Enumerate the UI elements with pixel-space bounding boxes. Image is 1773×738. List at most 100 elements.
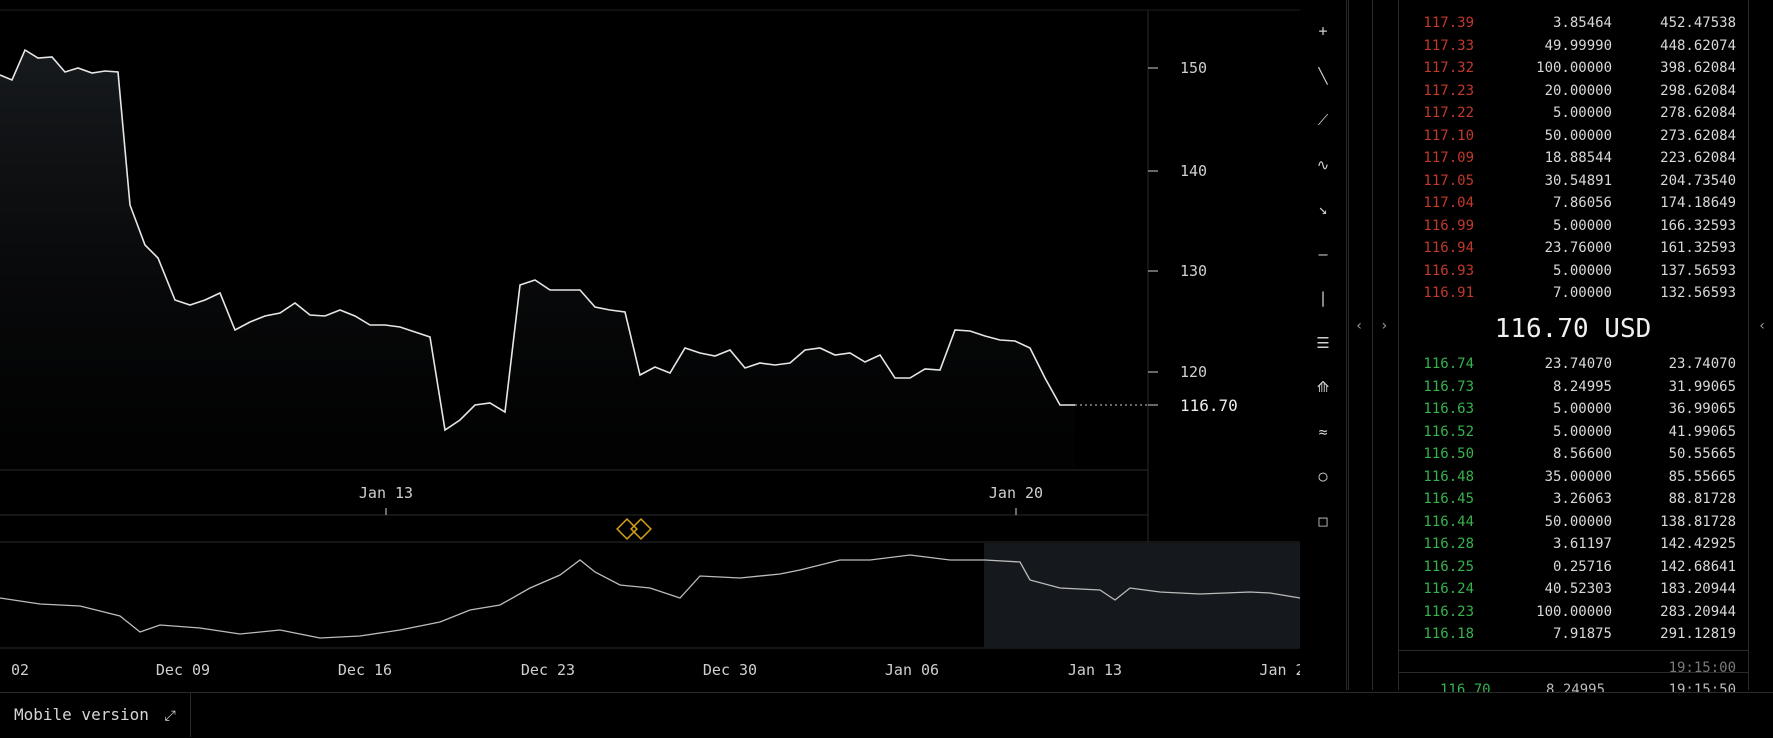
x-tick-label: Jan 20 <box>989 484 1043 502</box>
bid-total: 88.81728 <box>1668 491 1736 507</box>
bid-row[interactable]: 116.45 3.26063 88.81728 <box>1398 488 1748 510</box>
ask-amount: 18.88544 <box>1544 150 1612 166</box>
bid-price: 116.25 <box>1423 558 1474 575</box>
bid-amount: 8.56600 <box>1552 446 1612 462</box>
navigator-x-label: 02 <box>11 661 29 679</box>
horizontal-line-icon[interactable]: — <box>1318 244 1328 263</box>
ask-price: 117.39 <box>1423 15 1474 31</box>
ask-price: 117.32 <box>1423 60 1474 76</box>
price-area-fill <box>0 50 1075 470</box>
navigator-x-label: Jan 13 <box>1068 661 1122 679</box>
ask-total: 448.62074 <box>1660 37 1736 54</box>
y-tick-label: 150 <box>1180 59 1207 77</box>
ask-total: 223.62084 <box>1660 150 1736 166</box>
y-tick-label: 140 <box>1180 162 1207 180</box>
bid-total: 283.20944 <box>1660 603 1736 620</box>
bid-total: 291.12819 <box>1660 626 1736 642</box>
mobile-version-button[interactable]: Mobile version ⤢ <box>0 693 191 737</box>
ask-price: 117.22 <box>1423 105 1474 121</box>
bid-row[interactable]: 116.44 50.00000 138.81728 <box>1398 511 1748 533</box>
bid-price: 116.44 <box>1423 513 1474 530</box>
line-icon[interactable]: ╲ <box>1318 66 1328 85</box>
ask-row[interactable]: 117.10 50.00000 273.62084 <box>1398 125 1748 147</box>
crosshair-icon[interactable]: + <box>1318 22 1328 40</box>
ray-icon[interactable]: ⟋ <box>1317 111 1329 129</box>
bid-price: 116.18 <box>1423 626 1474 642</box>
ask-total: 132.56593 <box>1660 285 1736 301</box>
ask-row[interactable]: 117.23 20.00000 298.62084 <box>1398 80 1748 102</box>
last-price-label: 116.70 <box>1180 396 1238 415</box>
ask-amount: 100.00000 <box>1536 60 1612 76</box>
fan-icon[interactable]: ⟰ <box>1316 378 1330 396</box>
bid-total: 142.42925 <box>1660 536 1736 552</box>
ask-row[interactable]: 116.91 7.00000 132.56593 <box>1398 282 1748 304</box>
bid-amount: 5.00000 <box>1552 401 1612 417</box>
ask-row[interactable]: 117.33 49.99990 448.62074 <box>1398 35 1748 57</box>
bid-row[interactable]: 116.73 8.24995 31.99065 <box>1398 376 1748 398</box>
bid-amount: 23.74070 <box>1544 356 1612 372</box>
ask-row[interactable]: 117.32 100.00000 398.62084 <box>1398 57 1748 79</box>
curve-icon[interactable]: ∿ <box>1316 155 1330 174</box>
bid-row[interactable]: 116.50 8.56600 50.55665 <box>1398 443 1748 465</box>
bid-row[interactable]: 116.74 23.74070 23.74070 <box>1398 353 1748 375</box>
navigator-selection[interactable] <box>984 543 1300 648</box>
bid-price: 116.23 <box>1423 603 1474 620</box>
ask-row[interactable]: 116.94 23.76000 161.32593 <box>1398 237 1748 259</box>
ask-total: 161.32593 <box>1660 240 1736 256</box>
bid-price: 116.63 <box>1423 401 1474 417</box>
collapse-right-icon[interactable]: › <box>1380 318 1389 334</box>
vertical-line-icon[interactable]: | <box>1318 289 1328 307</box>
ask-amount: 3.85464 <box>1552 15 1612 31</box>
ask-price: 117.05 <box>1423 172 1474 189</box>
ask-amount: 50.00000 <box>1544 127 1612 144</box>
bid-amount: 100.00000 <box>1536 603 1612 620</box>
ask-row[interactable]: 117.22 5.00000 278.62084 <box>1398 102 1748 124</box>
bid-row[interactable]: 116.48 35.00000 85.55665 <box>1398 466 1748 488</box>
bid-total: 50.55665 <box>1668 446 1736 462</box>
expand-panel-icon[interactable]: ‹ <box>1758 318 1767 334</box>
parallel-lines-icon[interactable]: ☰ <box>1316 333 1330 352</box>
navigator-x-label: Jan 2 <box>1259 661 1300 679</box>
bid-price: 116.24 <box>1423 581 1474 597</box>
bid-row[interactable]: 116.52 5.00000 41.99065 <box>1398 421 1748 443</box>
ask-row[interactable]: 117.04 7.86056 174.18649 <box>1398 192 1748 214</box>
bid-amount: 40.52303 <box>1544 581 1612 597</box>
bid-row[interactable]: 116.25 0.25716 142.68641 <box>1398 556 1748 578</box>
bid-row[interactable]: 116.28 3.61197 142.42925 <box>1398 533 1748 555</box>
bid-total: 138.81728 <box>1660 513 1736 530</box>
price-chart[interactable]: 150 140 130 120 116.70 Jan 13 Jan 20 02 Dec 0… <box>0 0 1305 690</box>
price-chart-panel[interactable]: 150 140 130 120 116.70 Jan 13 Jan 20 02 Dec 0… <box>0 0 1305 690</box>
bid-row[interactable]: 116.24 40.52303 183.20944 <box>1398 578 1748 600</box>
bid-total: 85.55665 <box>1668 468 1736 485</box>
trade-time: 19:15:50 <box>1668 682 1736 692</box>
ask-total: 166.32593 <box>1660 217 1736 234</box>
navigator-x-label: Jan 06 <box>885 661 939 679</box>
ask-row[interactable]: 116.99 5.00000 166.32593 <box>1398 215 1748 237</box>
bid-price: 116.73 <box>1423 378 1474 395</box>
ask-row[interactable]: 117.39 3.85464 452.47538 <box>1398 12 1748 34</box>
ask-price: 116.94 <box>1423 240 1474 256</box>
ask-row[interactable]: 117.05 30.54891 204.73540 <box>1398 170 1748 192</box>
trades-time: 19:15:00 <box>1668 660 1736 676</box>
bottom-bar: Mobile version ⤢ <box>0 692 1773 738</box>
ask-total: 398.62084 <box>1660 60 1736 76</box>
bid-row[interactable]: 116.63 5.00000 36.99065 <box>1398 398 1748 420</box>
main-time-axis: Jan 13 Jan 20 <box>359 484 1043 515</box>
ask-row[interactable]: 117.09 18.88544 223.62084 <box>1398 147 1748 169</box>
arrow-icon[interactable]: ↘ <box>1318 200 1328 218</box>
bid-row[interactable]: 116.23 100.00000 283.20944 <box>1398 601 1748 623</box>
bid-amount: 50.00000 <box>1544 513 1612 530</box>
navigator-x-label: Dec 16 <box>338 661 392 679</box>
ask-row[interactable]: 116.93 5.00000 137.56593 <box>1398 260 1748 282</box>
bid-total: 36.99065 <box>1668 401 1736 417</box>
bid-total: 31.99065 <box>1668 378 1736 395</box>
circle-icon[interactable]: ○ <box>1318 467 1328 485</box>
bid-price: 116.28 <box>1423 536 1474 552</box>
rectangle-icon[interactable]: □ <box>1318 511 1328 530</box>
bid-price: 116.48 <box>1423 468 1474 485</box>
collapse-left-icon[interactable]: ‹ <box>1355 318 1364 334</box>
navigator-drag-handle[interactable] <box>616 518 652 540</box>
fibonacci-icon[interactable]: ≈ <box>1318 422 1328 441</box>
ask-amount: 49.99990 <box>1544 37 1612 54</box>
bid-row[interactable]: 116.18 7.91875 291.12819 <box>1398 623 1748 645</box>
